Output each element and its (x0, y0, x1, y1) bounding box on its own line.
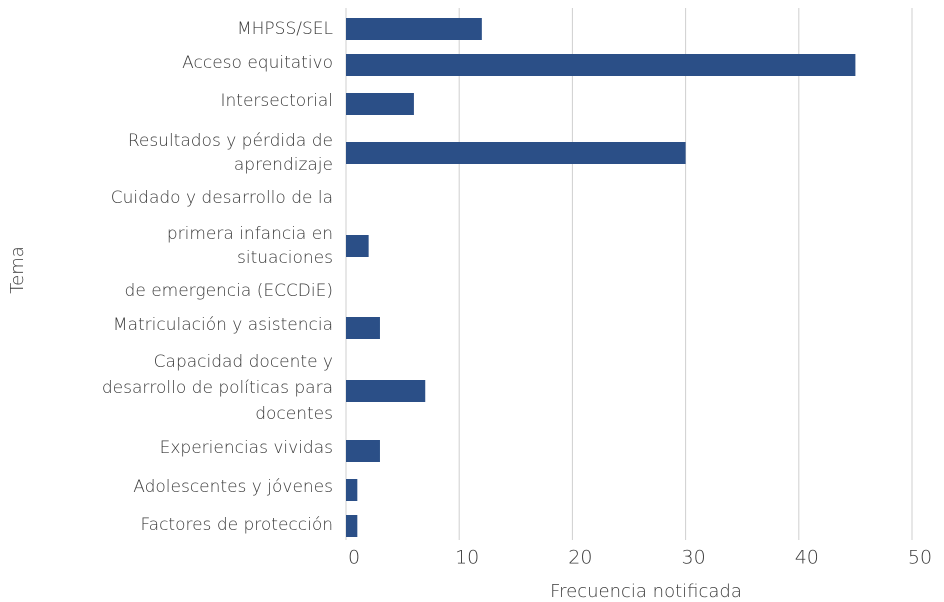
y-tick-label: Resultados y pérdida de (128, 131, 333, 151)
y-tick-label: Cuidado y desarrollo de la (111, 188, 333, 208)
y-tick-label: Matriculación y asistencia (113, 315, 333, 335)
x-tick-label: 40 (795, 547, 819, 569)
bar (346, 18, 482, 40)
y-tick-label: primera infancia en (167, 224, 333, 244)
bar (346, 93, 414, 115)
y-tick-label: Intersectorial (221, 91, 333, 111)
y-tick-label: MHPSS/SEL (237, 19, 333, 39)
y-tick-label: Adolescentes y jóvenes (133, 477, 333, 497)
bar (346, 235, 369, 257)
y-axis-title: Tema (7, 246, 28, 294)
bar (346, 54, 856, 76)
x-tick-label: 20 (568, 547, 592, 569)
y-tick-label: Capacidad docente y (154, 352, 333, 372)
x-tick-label: 10 (455, 547, 479, 569)
bar (346, 380, 426, 402)
x-tick-label: 30 (682, 547, 706, 569)
x-axis-title: Frecuencia notificada (550, 581, 742, 602)
x-tick-label: 0 (348, 547, 360, 569)
bar (346, 515, 358, 537)
y-tick-label: de emergencia (ECCDiE) (125, 281, 333, 301)
y-tick-label: docentes (255, 404, 333, 424)
y-tick-label: Factores de protección (140, 515, 333, 535)
bar (346, 317, 380, 339)
y-tick-label: desarrollo de políticas para (102, 378, 333, 398)
bar (346, 479, 358, 501)
bar (346, 440, 380, 462)
y-tick-label: Acceso equitativo (182, 53, 333, 73)
bar (346, 142, 686, 164)
y-tick-label: aprendizaje (234, 155, 333, 175)
y-tick-label: Experiencias vividas (160, 438, 333, 458)
x-tick-label: 50 (908, 547, 932, 569)
y-tick-label: situaciones (237, 248, 333, 268)
